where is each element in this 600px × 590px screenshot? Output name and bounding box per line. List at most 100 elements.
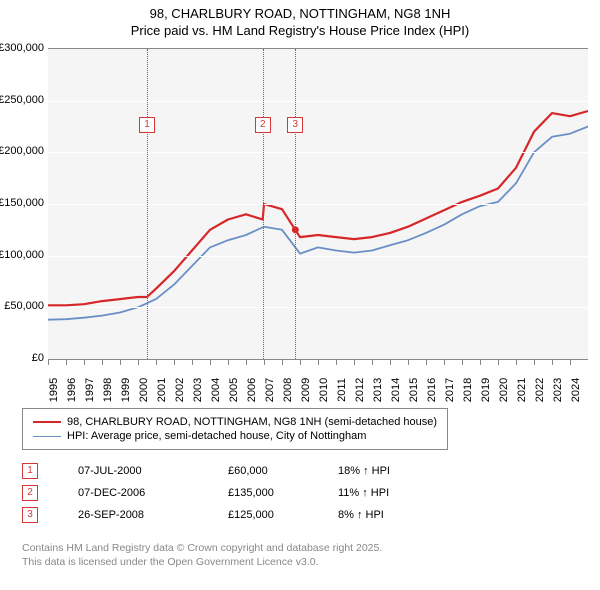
- row-price: £60,000: [228, 465, 338, 477]
- x-axis-label: 2018: [462, 378, 474, 402]
- y-axis-label: £100,000: [0, 249, 44, 261]
- x-axis-label: 2001: [156, 378, 168, 402]
- table-row: 207-DEC-2006£135,00011% ↑ HPI: [22, 482, 458, 504]
- x-tick: [282, 360, 283, 365]
- x-tick: [66, 360, 67, 365]
- x-axis-label: 2012: [354, 378, 366, 402]
- x-tick: [228, 360, 229, 365]
- x-tick: [570, 360, 571, 365]
- chart-plot-area: 123: [48, 48, 588, 360]
- row-date: 07-JUL-2000: [78, 465, 228, 477]
- x-tick: [354, 360, 355, 365]
- x-tick: [102, 360, 103, 365]
- table-row: 1 07-JUL-2000£60,00018% ↑ HPI: [22, 460, 458, 482]
- x-axis-label: 1996: [66, 378, 78, 402]
- series-line-hpi: [48, 127, 588, 320]
- row-date: 07-DEC-2006: [78, 487, 228, 499]
- legend-label: HPI: Average price, semi-detached house,…: [67, 430, 366, 442]
- gridline-h: [48, 204, 588, 205]
- x-tick: [552, 360, 553, 365]
- row-marker-box: 1: [22, 463, 38, 479]
- x-axis-labels: 1995199619971998199920002001200220032004…: [48, 360, 588, 400]
- x-axis-label: 2002: [174, 378, 186, 402]
- title-block: 98, CHARLBURY ROAD, NOTTINGHAM, NG8 1NH …: [0, 0, 600, 40]
- x-axis-label: 2020: [498, 378, 510, 402]
- chart-container: 98, CHARLBURY ROAD, NOTTINGHAM, NG8 1NH …: [0, 0, 600, 590]
- table-row: 326-SEP-2008£125,0008% ↑ HPI: [22, 504, 458, 526]
- sale-marker-line: [147, 49, 148, 359]
- x-axis-label: 2015: [408, 378, 420, 402]
- x-axis-label: 1998: [102, 378, 114, 402]
- sale-marker-line: [295, 49, 296, 359]
- y-axis-label: £300,000: [0, 42, 44, 54]
- footer-line2: This data is licensed under the Open Gov…: [22, 556, 584, 570]
- x-axis-label: 2003: [192, 378, 204, 402]
- legend-box: 98, CHARLBURY ROAD, NOTTINGHAM, NG8 1NH …: [22, 408, 448, 450]
- gridline-h: [48, 101, 588, 102]
- row-date: 26-SEP-2008: [78, 509, 228, 521]
- x-axis-label: 2023: [552, 378, 564, 402]
- gridline-h: [48, 256, 588, 257]
- x-tick: [516, 360, 517, 365]
- sales-data-table: 1 07-JUL-2000£60,00018% ↑ HPI 2 07-DEC-2006…: [22, 460, 458, 526]
- title-address: 98, CHARLBURY ROAD, NOTTINGHAM, NG8 1NH: [0, 6, 600, 23]
- x-tick: [192, 360, 193, 365]
- x-axis-label: 2013: [372, 378, 384, 402]
- row-marker-box: 3: [22, 507, 38, 523]
- title-subtitle: Price paid vs. HM Land Registry's House …: [0, 23, 600, 40]
- y-axis-label: £200,000: [0, 145, 44, 157]
- x-tick: [48, 360, 49, 365]
- x-tick: [138, 360, 139, 365]
- x-tick: [246, 360, 247, 365]
- x-axis-label: 2024: [570, 378, 582, 402]
- legend-label: 98, CHARLBURY ROAD, NOTTINGHAM, NG8 1NH …: [67, 416, 437, 428]
- x-axis-label: 2006: [246, 378, 258, 402]
- x-tick: [390, 360, 391, 365]
- row-price: £135,000: [228, 487, 338, 499]
- x-axis-label: 2021: [516, 378, 528, 402]
- x-tick: [444, 360, 445, 365]
- sale-marker-box: 3: [287, 117, 303, 133]
- x-tick: [84, 360, 85, 365]
- x-tick: [426, 360, 427, 365]
- sale-marker-line: [263, 49, 264, 359]
- x-axis-label: 1999: [120, 378, 132, 402]
- x-axis-label: 2009: [300, 378, 312, 402]
- legend-swatch: [33, 436, 61, 437]
- legend-swatch: [33, 421, 61, 423]
- x-axis-label: 2000: [138, 378, 150, 402]
- gridline-h: [48, 152, 588, 153]
- x-axis-label: 2016: [426, 378, 438, 402]
- footer-line1: Contains HM Land Registry data © Crown c…: [22, 542, 584, 556]
- x-axis-label: 1995: [48, 378, 60, 402]
- x-axis-label: 2007: [264, 378, 276, 402]
- x-axis-label: 2019: [480, 378, 492, 402]
- legend-row: HPI: Average price, semi-detached house,…: [33, 429, 437, 443]
- series-line-price_paid: [48, 111, 588, 305]
- x-tick: [462, 360, 463, 365]
- row-pct-vs-hpi: 18% ↑ HPI: [338, 465, 458, 477]
- x-axis-label: 2011: [336, 378, 348, 402]
- x-tick: [534, 360, 535, 365]
- x-axis-label: 2022: [534, 378, 546, 402]
- footer-attribution: Contains HM Land Registry data © Crown c…: [22, 542, 584, 569]
- x-tick: [210, 360, 211, 365]
- x-tick: [318, 360, 319, 365]
- row-marker-box: 2: [22, 485, 38, 501]
- legend-row: 98, CHARLBURY ROAD, NOTTINGHAM, NG8 1NH …: [33, 415, 437, 429]
- sale-marker-box: 1: [139, 117, 155, 133]
- y-axis-label: £50,000: [4, 300, 44, 312]
- x-axis-label: 2010: [318, 378, 330, 402]
- x-tick: [336, 360, 337, 365]
- x-axis-label: 2014: [390, 378, 402, 402]
- x-tick: [174, 360, 175, 365]
- row-price: £125,000: [228, 509, 338, 521]
- y-axis-label: £250,000: [0, 94, 44, 106]
- x-axis-label: 2004: [210, 378, 222, 402]
- x-tick: [264, 360, 265, 365]
- x-tick: [480, 360, 481, 365]
- x-tick: [120, 360, 121, 365]
- x-axis-label: 2005: [228, 378, 240, 402]
- x-axis-label: 2017: [444, 378, 456, 402]
- x-tick: [372, 360, 373, 365]
